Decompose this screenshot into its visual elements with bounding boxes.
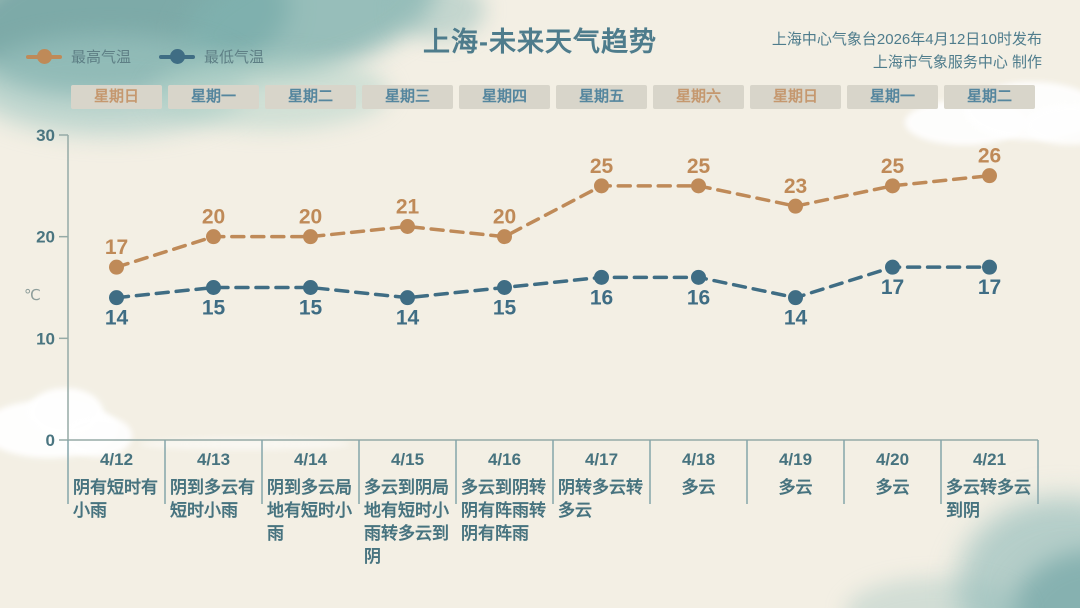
forecast-row: 4/12 阴有短时有小雨 4/13 阴到多云有短时小雨 4/14 阴到多云局地有短时小雨 4… [68,448,1038,568]
forecast-weather: 多云到阴转阴有阵雨转阴有阵雨 [461,478,546,543]
high-temp-point [109,259,124,275]
high-temp-point [594,178,609,194]
legend-item-high: 最高气温 [26,46,131,67]
forecast-column-7: 4/19 多云 [747,448,844,568]
forecast-date: 4/16 [487,450,522,469]
high-temp-label: 25 [687,155,711,178]
high-temp-label: 26 [978,145,1001,168]
high-temp-label: 23 [784,175,807,198]
forecast-weather: 阴转多云转多云 [558,478,643,520]
forecast-column-6: 4/18 多云 [650,448,747,568]
high-temp-label: 21 [396,196,420,219]
forecast-date: 4/17 [584,450,619,469]
high-temp-point [303,229,318,245]
high-temp-label: 17 [105,236,128,259]
low-temp-label: 16 [590,286,613,309]
low-temp-label: 14 [396,307,420,330]
forecast-weather: 阴到多云有短时小雨 [170,478,255,520]
forecast-weather: 阴有短时有小雨 [73,478,158,520]
y-tick-label: 0 [46,431,55,450]
y-tick-label: 10 [36,329,55,348]
low-temp-label: 14 [105,307,129,330]
legend-label-low: 最低气温 [204,49,265,66]
forecast-column-0: 4/12 阴有短时有小雨 [68,448,165,568]
low-temp-point [885,259,900,275]
high-temp-point [885,178,900,194]
legend-label-high: 最高气温 [71,49,132,66]
low-temp-point [400,290,415,306]
forecast-weather: 多云转多云到阴 [946,478,1031,520]
legend: 最高气温 最低气温 [26,46,264,67]
forecast-weather: 多云到阴局地有短时小雨转多云到阴 [364,478,449,566]
high-temp-point [788,198,803,214]
low-temp-label: 15 [493,297,517,320]
forecast-column-8: 4/20 多云 [844,448,941,568]
forecast-column-3: 4/15 多云到阴局地有短时小雨转多云到阴 [359,448,456,568]
forecast-date: 4/20 [875,450,910,469]
forecast-column-5: 4/17 阴转多云转多云 [553,448,650,568]
forecast-column-9: 4/21 多云转多云到阴 [941,448,1038,568]
legend-item-low: 最低气温 [159,46,264,67]
weekday-chip-6: 星期六 [653,85,744,109]
forecast-column-1: 4/13 阴到多云有短时小雨 [165,448,262,568]
forecast-date: 4/19 [778,450,813,469]
high-temp-label: 20 [299,206,322,229]
forecast-weather: 多云 [681,478,716,497]
forecast-weather: 多云 [875,478,910,497]
low-temp-point [691,269,706,285]
low-temp-point [982,259,997,275]
high-temp-label: 20 [202,206,225,229]
forecast-column-2: 4/14 阴到多云局地有短时小雨 [262,448,359,568]
high-temp-point [691,178,706,194]
forecast-date: 4/13 [196,450,231,469]
high-temp-point [206,229,221,245]
high-temp-line [114,173,992,269]
weekday-chip-4: 星期四 [459,85,550,109]
forecast-date: 4/18 [681,450,716,469]
forecast-date: 4/15 [390,450,425,469]
source-line-1: 上海中心气象台2026年4月12日10时发布 [771,31,1042,48]
low-temp-label: 15 [299,297,323,320]
low-temp-label: 17 [881,276,904,299]
weekday-chip-5: 星期五 [556,85,647,109]
low-temp-label: 14 [784,307,808,330]
forecast-date: 4/21 [972,450,1007,469]
low-temp-point [109,290,124,306]
high-temp-point [982,168,997,184]
forecast-weather: 多云 [778,478,813,497]
low-temp-point [206,280,221,295]
low-temp-line [114,265,992,300]
low-temp-point [594,269,609,285]
high-temp-label: 20 [493,206,516,229]
y-axis-unit: ℃ [24,287,41,304]
y-tick-label: 30 [36,126,55,145]
forecast-date: 4/12 [99,450,134,469]
low-temp-point [497,280,512,295]
forecast-weather: 阴到多云局地有短时小雨 [267,478,352,543]
low-line-marker-icon [159,49,196,65]
high-temp-label: 25 [881,155,905,178]
low-temp-label: 17 [978,276,1001,299]
forecast-column-4: 4/16 多云到阴转阴有阵雨转阴有阵雨 [456,448,553,568]
high-temp-point [400,219,415,234]
low-temp-label: 16 [687,286,710,309]
forecast-date: 4/14 [293,450,328,469]
low-temp-label: 15 [202,297,226,320]
high-temp-label: 25 [590,155,614,178]
low-temp-point [303,280,318,295]
high-temp-point [497,229,512,245]
high-line-marker-icon [26,49,62,65]
weekday-chip-7: 星期日 [750,85,841,109]
low-temp-point [788,290,803,306]
y-tick-label: 20 [36,228,55,247]
source-line-2: 上海市气象服务中心 制作 [872,54,1042,71]
